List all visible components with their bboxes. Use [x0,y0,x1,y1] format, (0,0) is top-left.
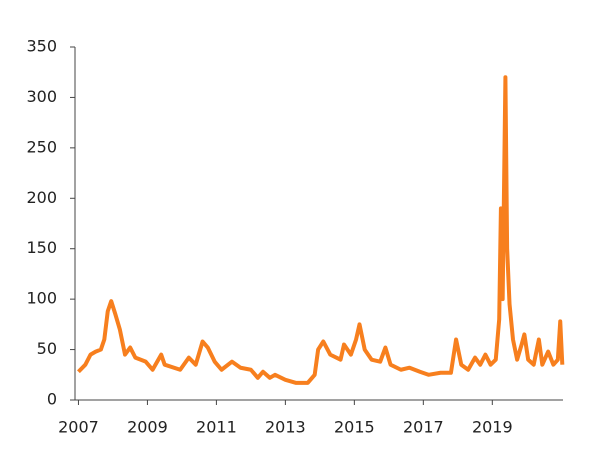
x-tick-label: 2017 [403,418,444,437]
y-tick-label: 300 [26,87,57,106]
y-tick-label: 150 [26,238,57,257]
x-tick-label: 2015 [334,418,375,437]
x-tick-label: 2009 [127,418,168,437]
x-tick-label: 2019 [472,418,513,437]
x-tick-label: 2013 [265,418,306,437]
y-tick-label: 200 [26,188,57,207]
data-line [77,75,565,385]
y-tick-label: 350 [26,37,57,56]
x-tick-label: 2007 [58,418,99,437]
y-tick-label: 100 [26,289,57,308]
y-tick-label: 50 [37,339,57,358]
y-tick-label: 250 [26,137,57,156]
x-tick-label: 2011 [196,418,237,437]
y-tick-label: 0 [47,390,57,409]
